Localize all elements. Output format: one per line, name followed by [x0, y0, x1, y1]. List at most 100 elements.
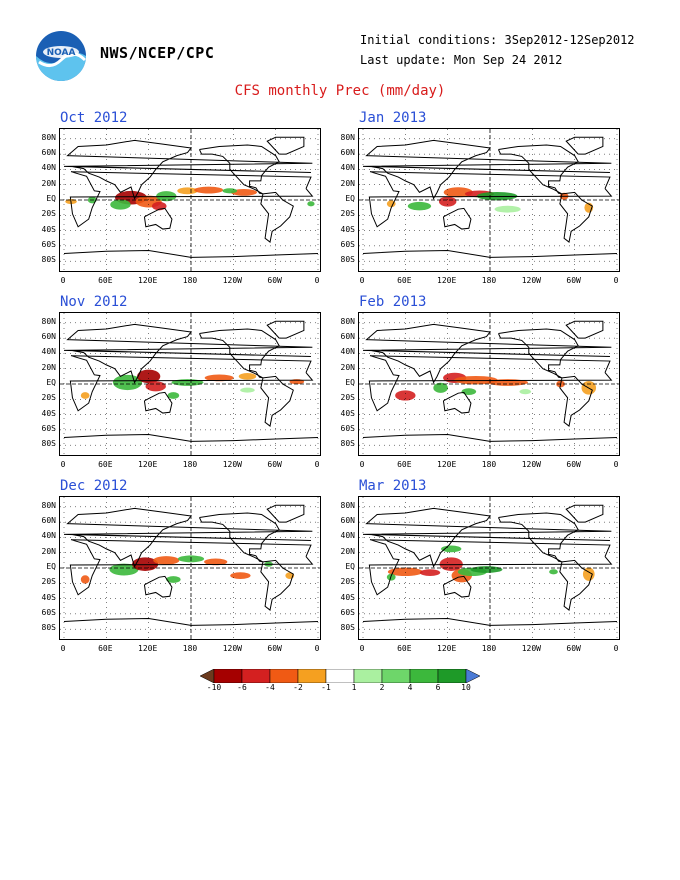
longitude-label: 180	[182, 276, 198, 285]
svg-text:NOAA: NOAA	[47, 48, 76, 58]
latitude-label: 20N	[340, 546, 355, 556]
panel-title: Dec 2012	[60, 478, 128, 494]
longitude-label: 60E	[397, 460, 412, 469]
longitude-label: 60E	[397, 644, 412, 653]
latitude-label: EQ	[345, 562, 355, 571]
latitude-label: 40N	[41, 347, 56, 357]
latitude-label: 60S	[340, 607, 355, 617]
longitude-label: 180	[481, 460, 497, 469]
longitude-label: 120E	[138, 644, 158, 653]
latitude-label: 60N	[41, 516, 56, 526]
colorbar-max-arrow	[465, 668, 481, 684]
panel-title: Feb 2013	[359, 294, 427, 310]
latitude-label: EQ	[46, 378, 56, 387]
longitude-label: 180	[182, 460, 198, 469]
latitude-label: 60S	[41, 239, 56, 249]
longitude-label: 120W	[521, 276, 541, 285]
longitude-label: 180	[182, 644, 198, 653]
longitude-label: 0	[613, 460, 619, 469]
latitude-label: 80S	[340, 439, 355, 449]
longitude-label: 0	[359, 644, 365, 653]
latitude-label: 20S	[340, 577, 355, 587]
longitude-label: 60W	[267, 644, 282, 653]
latitude-label: EQ	[345, 378, 355, 387]
latitude-label: 20S	[340, 209, 355, 219]
latitude-label: 80S	[340, 255, 355, 265]
longitude-label: 180	[481, 644, 497, 653]
latitude-label: 80N	[340, 316, 355, 326]
latitude-label: 40S	[41, 592, 56, 602]
latitude-label: 20N	[340, 178, 355, 188]
panel-title: Nov 2012	[60, 294, 128, 310]
latitude-label: 40S	[340, 592, 355, 602]
latitude-label: 60S	[41, 607, 56, 617]
latitude-label: 40S	[340, 408, 355, 418]
latitude-label: EQ	[46, 562, 56, 571]
latitude-label: 80S	[41, 439, 56, 449]
longitude-label: 120W	[222, 644, 242, 653]
colorbar-min-arrow	[199, 668, 215, 684]
longitude-label: 0	[613, 276, 619, 285]
precipitation-map	[358, 128, 620, 272]
longitude-label: 180	[481, 276, 497, 285]
colorbar-value: 4	[407, 683, 413, 692]
longitude-label: 0	[359, 460, 365, 469]
longitude-label: 120E	[437, 460, 457, 469]
latitude-label: 20S	[41, 577, 56, 587]
longitude-label: 60W	[566, 460, 581, 469]
latitude-label: 60S	[340, 423, 355, 433]
latitude-label: EQ	[345, 194, 355, 203]
longitude-label: 0	[613, 644, 619, 653]
figure-title: CFS monthly Prec (mm/day)	[234, 83, 446, 99]
latitude-label: 20N	[41, 546, 56, 556]
latitude-label: 80N	[41, 500, 56, 510]
latitude-label: 80N	[41, 132, 56, 142]
panel-title: Oct 2012	[60, 110, 128, 126]
latitude-label: 40N	[340, 531, 355, 541]
longitude-label: 60E	[98, 460, 113, 469]
colorbar-value: -10	[206, 683, 222, 692]
noaa-logo: NOAA	[35, 30, 87, 82]
colorbar-value: 6	[435, 683, 441, 692]
longitude-label: 120W	[521, 644, 541, 653]
longitude-label: 0	[359, 276, 365, 285]
latitude-label: 20S	[340, 393, 355, 403]
latitude-label: 80N	[340, 132, 355, 142]
longitude-label: 60W	[566, 644, 581, 653]
longitude-label: 120E	[437, 276, 457, 285]
latitude-label: 80S	[41, 623, 56, 633]
latitude-label: 40S	[41, 408, 56, 418]
latitude-label: 60S	[340, 239, 355, 249]
panel-title: Mar 2013	[359, 478, 427, 494]
latitude-label: 40N	[340, 163, 355, 173]
precipitation-map	[59, 128, 321, 272]
precipitation-map	[59, 312, 321, 456]
colorbar-segment	[381, 668, 411, 684]
colorbar-segment	[269, 668, 299, 684]
longitude-label: 0	[314, 276, 320, 285]
initial-conditions: Initial conditions: 3Sep2012-12Sep2012	[360, 33, 635, 47]
latitude-label: 60N	[340, 148, 355, 158]
longitude-label: 120E	[138, 460, 158, 469]
longitude-label: 60E	[98, 276, 113, 285]
latitude-label: 60S	[41, 423, 56, 433]
longitude-label: 60W	[267, 460, 282, 469]
latitude-label: 20N	[340, 362, 355, 372]
longitude-label: 120E	[138, 276, 158, 285]
colorbar-value: 1	[351, 683, 357, 692]
latitude-label: 80N	[41, 316, 56, 326]
latitude-label: 20N	[41, 178, 56, 188]
longitude-label: 0	[60, 644, 66, 653]
latitude-label: 20N	[41, 362, 56, 372]
colorbar-value: -2	[293, 683, 303, 692]
latitude-label: 60N	[340, 332, 355, 342]
colorbar-segment	[325, 668, 355, 684]
latitude-label: 80S	[340, 623, 355, 633]
precipitation-map	[59, 496, 321, 640]
longitude-label: 0	[314, 644, 320, 653]
last-update: Last update: Mon Sep 24 2012	[360, 53, 563, 67]
latitude-label: 20S	[41, 393, 56, 403]
latitude-label: 40N	[340, 347, 355, 357]
latitude-label: EQ	[46, 194, 56, 203]
latitude-label: 80S	[41, 255, 56, 265]
